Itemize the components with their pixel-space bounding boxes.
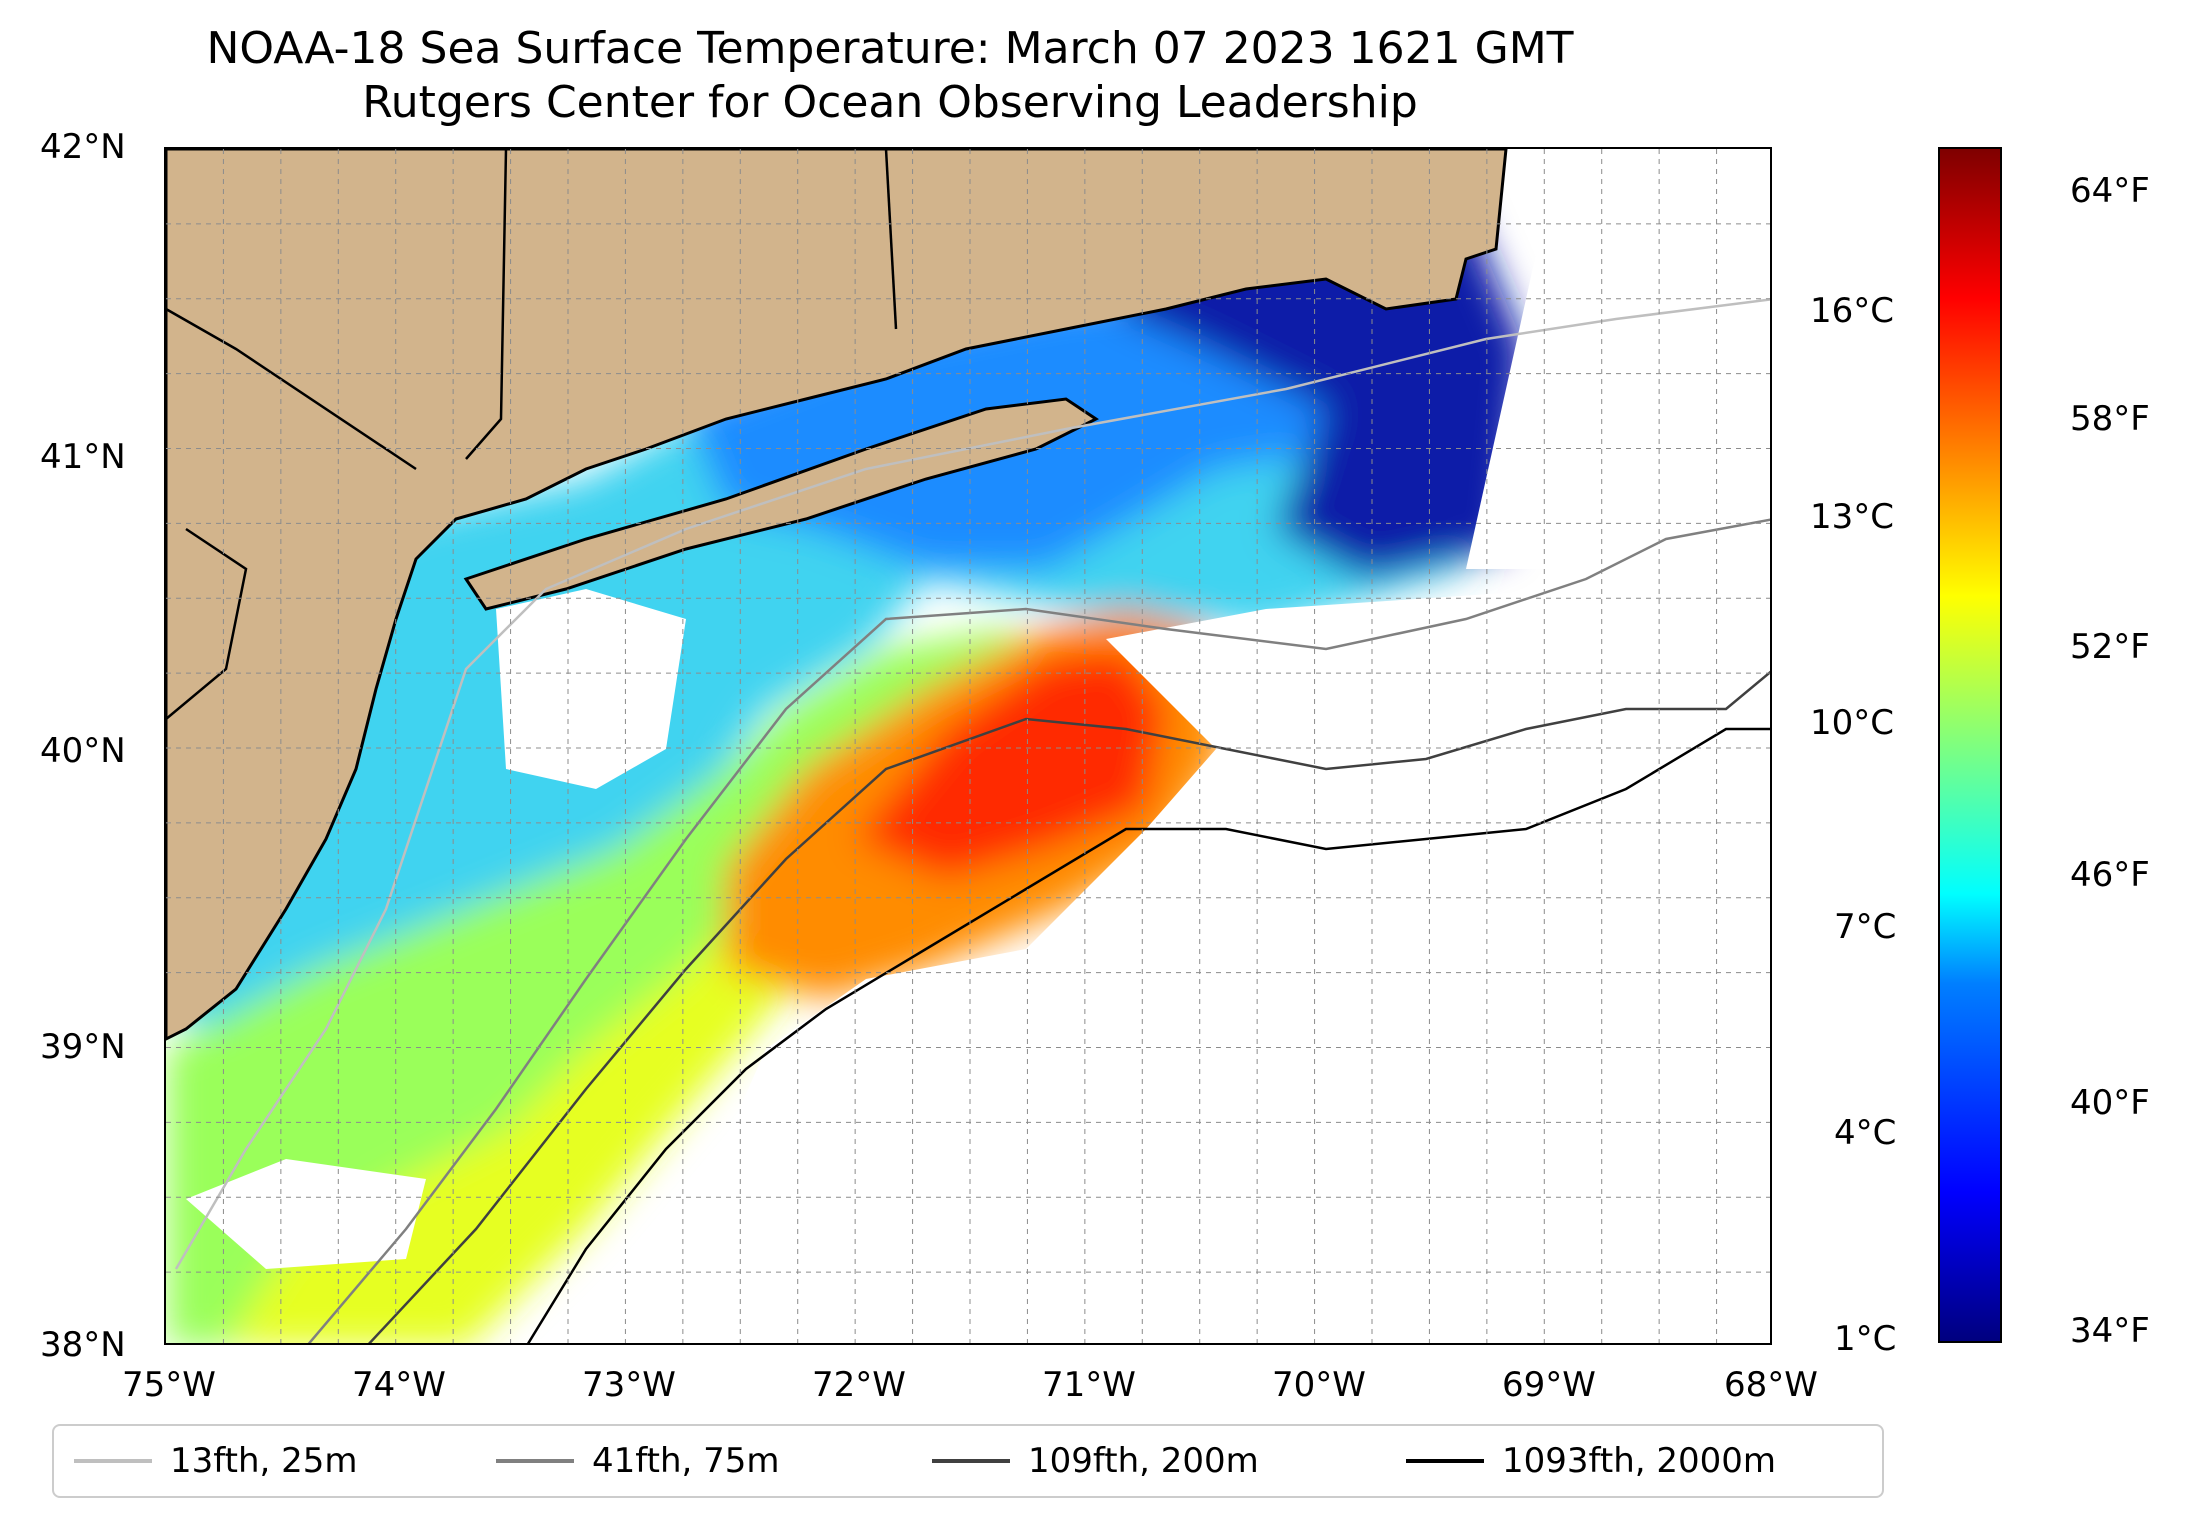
temperature-colorbar bbox=[1938, 147, 2002, 1343]
isobath-2000m bbox=[526, 727, 1770, 1343]
title-line-1: NOAA-18 Sea Surface Temperature: March 0… bbox=[206, 23, 1574, 74]
lon-label-74: 74°W bbox=[352, 1365, 446, 1405]
lat-label-40: 40°N bbox=[40, 731, 126, 771]
legend-line-2000m bbox=[1406, 1459, 1484, 1463]
lon-label-71: 71°W bbox=[1042, 1365, 1136, 1405]
lon-label-68: 68°W bbox=[1724, 1365, 1818, 1405]
lon-label-73: 73°W bbox=[582, 1365, 676, 1405]
celsius-label-7: 7°C bbox=[1834, 907, 1897, 947]
cloud-gap-shelf-west bbox=[496, 589, 686, 789]
legend-line-75m bbox=[496, 1459, 574, 1463]
sst-map-canvas bbox=[166, 149, 1770, 1343]
cloud-gaps bbox=[186, 150, 1770, 1343]
lon-label-75: 75°W bbox=[122, 1365, 216, 1405]
cloud-gap-middle bbox=[1056, 1069, 1156, 1129]
celsius-label-10: 10°C bbox=[1810, 703, 1895, 743]
legend-item-75m: 41fth, 75m bbox=[496, 1426, 780, 1496]
gridlines bbox=[166, 149, 1770, 1343]
border-ny-nj bbox=[166, 307, 417, 471]
cloud-gap-northeast bbox=[1466, 150, 1770, 569]
title-line-2: Rutgers Center for Ocean Observing Leade… bbox=[362, 77, 1418, 128]
legend-line-25m bbox=[74, 1459, 152, 1463]
isobath-200m bbox=[368, 670, 1770, 1343]
isobaths bbox=[174, 298, 1770, 1343]
map-title: NOAA-18 Sea Surface Temperature: March 0… bbox=[0, 22, 1780, 130]
state-borders bbox=[166, 149, 898, 720]
sst-warm-red-core bbox=[856, 649, 1166, 879]
fahrenheit-label-34: 34°F bbox=[2070, 1311, 2150, 1351]
legend-item-25m: 13fth, 25m bbox=[74, 1426, 358, 1496]
legend-item-2000m: 1093fth, 2000m bbox=[1406, 1426, 1776, 1496]
lat-label-38: 38°N bbox=[40, 1325, 126, 1365]
fahrenheit-label-52: 52°F bbox=[2070, 627, 2150, 667]
legend-label-2000m: 1093fth, 2000m bbox=[1502, 1441, 1777, 1481]
lat-label-42: 42°N bbox=[40, 127, 126, 167]
cloud-gap-offshore bbox=[599, 569, 1770, 1343]
lon-label-70: 70°W bbox=[1272, 1365, 1366, 1405]
cloud-gap-southwest bbox=[186, 1159, 426, 1269]
lon-label-72: 72°W bbox=[812, 1365, 906, 1405]
lat-label-39: 39°N bbox=[40, 1027, 126, 1067]
celsius-label-1: 1°C bbox=[1834, 1319, 1897, 1359]
lat-label-41: 41°N bbox=[40, 437, 126, 477]
legend-label-25m: 13fth, 25m bbox=[170, 1441, 358, 1481]
celsius-label-4: 4°C bbox=[1834, 1113, 1897, 1153]
border-nj-pa bbox=[166, 527, 248, 720]
fahrenheit-label-64: 64°F bbox=[2070, 171, 2150, 211]
legend-line-200m bbox=[932, 1459, 1010, 1463]
celsius-label-16: 16°C bbox=[1810, 291, 1895, 331]
isobath-legend: 13fth, 25m 41fth, 75m 109fth, 200m 1093f… bbox=[52, 1424, 1884, 1498]
border-ny-ct bbox=[465, 149, 508, 460]
sst-map bbox=[164, 147, 1772, 1345]
border-ct-ri bbox=[884, 149, 898, 330]
isobath-25m bbox=[174, 298, 1770, 1270]
lon-label-69: 69°W bbox=[1502, 1365, 1596, 1405]
legend-item-200m: 109fth, 200m bbox=[932, 1426, 1259, 1496]
legend-label-200m: 109fth, 200m bbox=[1028, 1441, 1259, 1481]
fahrenheit-label-46: 46°F bbox=[2070, 855, 2150, 895]
celsius-label-13: 13°C bbox=[1810, 497, 1895, 537]
isobath-75m bbox=[307, 518, 1770, 1343]
legend-label-75m: 41fth, 75m bbox=[592, 1441, 780, 1481]
fahrenheit-label-58: 58°F bbox=[2070, 399, 2150, 439]
fahrenheit-label-40: 40°F bbox=[2070, 1083, 2150, 1123]
